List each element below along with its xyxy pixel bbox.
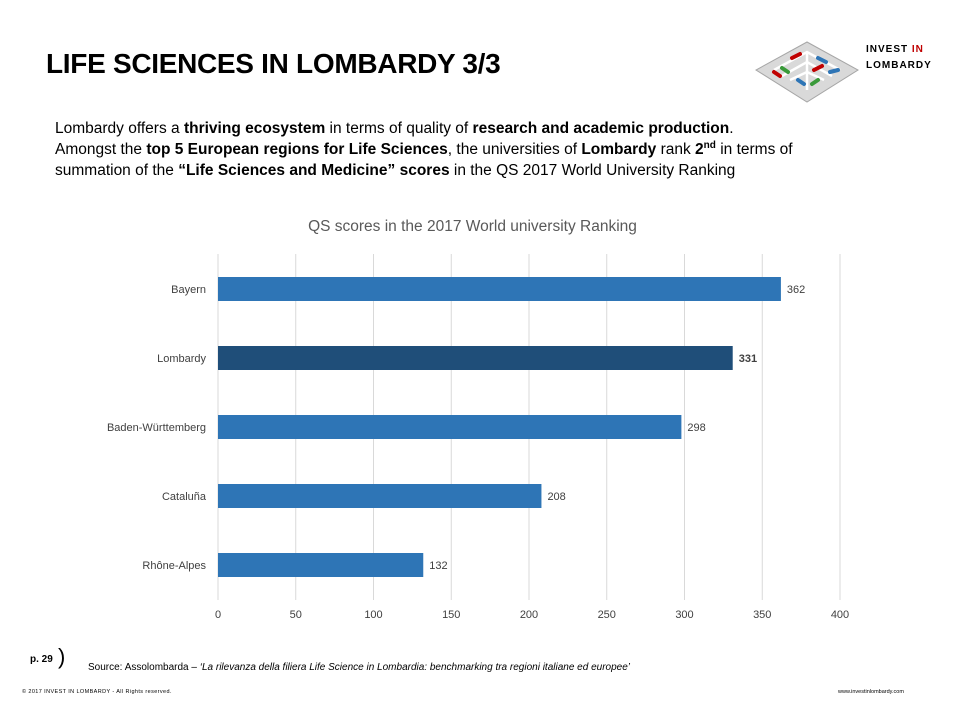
intro-text-span: in the QS 2017 World University Ranking (449, 162, 736, 179)
intro-line-3: summation of the “Life Sciences and Medi… (55, 160, 905, 181)
x-tick-label: 400 (831, 609, 849, 621)
intro-text-span: Amongst the (55, 141, 147, 158)
x-tick-label: 300 (675, 609, 693, 621)
invest-in-lombardy-logo: INVEST IN LOMBARDY (752, 34, 932, 106)
intro-bold-span: thriving ecosystem (183, 120, 326, 137)
intro-text-span: , the universities of (447, 141, 582, 158)
x-tick-label: 150 (442, 609, 460, 621)
intro-line-1: Lombardy offers a thriving ecosystem in … (55, 118, 905, 139)
source-title: ‘La rilevanza della filiera Life Science… (199, 662, 630, 673)
intro-text-span: Lombardy offers a (55, 120, 184, 137)
page-title: LIFE SCIENCES IN LOMBARDY 3/3 (46, 48, 501, 79)
intro-text-span: in terms of quality of (325, 120, 473, 137)
intro-text: Lombardy offers a thriving ecosystem in … (55, 118, 905, 181)
intro-bold-span: research and academic production (472, 120, 730, 137)
data-label: 362 (787, 284, 805, 296)
x-tick-label: 0 (215, 609, 221, 621)
bar-catalu-a (218, 484, 542, 508)
data-label: 208 (547, 491, 565, 503)
bar-baden-w-rttemberg (218, 415, 682, 439)
category-label: Bayern (171, 284, 206, 296)
website-link[interactable]: www.investinlombardy.com (838, 689, 904, 695)
source-prefix: Source: Assolombarda – (88, 662, 200, 673)
x-tick-label: 200 (520, 609, 538, 621)
page-bracket: ) (58, 644, 66, 669)
logo-text: INVEST IN LOMBARDY (866, 42, 932, 74)
category-label: Baden-Württemberg (107, 422, 206, 434)
data-label: 132 (429, 560, 447, 572)
logo-line1: INVEST (866, 44, 912, 55)
intro-superscript: nd (703, 139, 716, 151)
intro-text-span: . (729, 120, 734, 137)
category-label: Rhône-Alpes (142, 560, 206, 572)
data-label: 331 (739, 353, 757, 365)
chart-bars (218, 277, 781, 577)
intro-bold-span: “Life Sciences and Medicine” scores (178, 162, 450, 179)
logo-line1-highlight: IN (911, 44, 924, 55)
logo-maze-icon (755, 41, 859, 103)
x-tick-label: 50 (290, 609, 302, 621)
intro-bold-span: Lombardy (581, 141, 657, 158)
bar-bayern (218, 277, 781, 301)
x-tick-label: 250 (598, 609, 616, 621)
intro-line-2: Amongst the top 5 European regions for L… (55, 139, 905, 160)
x-tick-label: 100 (364, 609, 382, 621)
intro-text-span: rank (656, 141, 696, 158)
intro-bold-span: 2 (695, 141, 704, 158)
page-number: p. 29 (30, 654, 53, 665)
copyright: © 2017 INVEST IN LOMBARDY - All Rights r… (22, 689, 172, 695)
bar-rh-ne-alpes (218, 553, 424, 577)
chart-title: QS scores in the 2017 World university R… (308, 218, 637, 235)
intro-bold-span: top 5 European regions for Life Sciences (146, 141, 448, 158)
logo-line2: LOMBARDY (866, 60, 932, 71)
x-tick-label: 350 (753, 609, 771, 621)
intro-text-span: in terms of (715, 141, 793, 158)
category-label: Lombardy (157, 353, 206, 365)
source-note: Source: Assolombarda – ‘La rilevanza del… (88, 662, 630, 673)
data-label: 298 (687, 422, 705, 434)
bar-chart: 0 50 100 150 200 250 300 350 400 Bayern 362 Lombard… (107, 254, 849, 621)
bar-lombardy (218, 346, 733, 370)
category-label: Cataluña (162, 491, 207, 503)
chart-labels: 0 50 100 150 200 250 300 350 400 Bayern 362 Lombard… (107, 284, 849, 621)
intro-text-span: summation of the (55, 162, 179, 179)
